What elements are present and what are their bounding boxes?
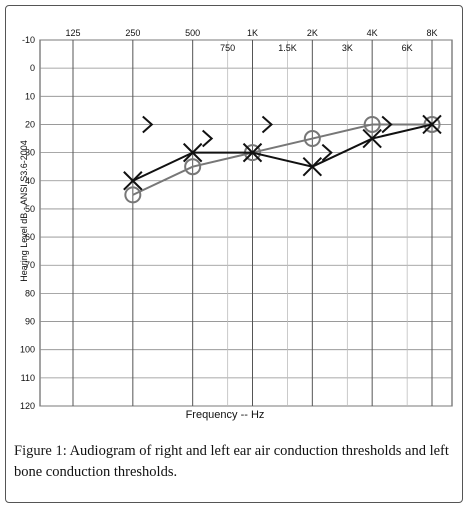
x-marker	[422, 114, 442, 135]
x-tick-label-major: 125	[65, 28, 80, 38]
x-tick-label-minor: 3K	[342, 43, 353, 53]
circle-marker	[423, 115, 441, 133]
bone-conduction-marker	[381, 115, 393, 134]
y-tick-label: 30	[25, 148, 35, 158]
y-tick-label: 40	[25, 176, 35, 186]
x-marker	[242, 142, 263, 163]
x-tick-label-major: 1K	[247, 28, 258, 38]
y-tick-label: 120	[20, 401, 35, 411]
y-tick-label: 50	[25, 204, 35, 214]
grid	[39, 39, 453, 407]
bone-conduction-marker	[261, 115, 274, 134]
plot-border	[39, 39, 453, 407]
series-line-circle	[132, 123, 432, 196]
y-tick-label: 90	[25, 317, 35, 327]
audiogram-chart: -10 0 10 20 30 40 50 60 70 80 90 100 110 120 125 250 500…	[19, 28, 453, 421]
bone-conduction-marker	[202, 129, 214, 148]
y-tick-label: 70	[25, 260, 35, 270]
y-tick-label: 60	[25, 232, 35, 242]
y-tick-label: -10	[22, 35, 35, 45]
axes: -10 0 10 20 30 40 50 60 70 80 90 100 110 120 125 250 500…	[20, 28, 438, 411]
y-tick-label: 20	[25, 119, 35, 129]
x-tick-label-minor: 6K	[402, 43, 413, 53]
caption-label: Figure 1:	[14, 443, 67, 459]
x-marker	[302, 156, 323, 177]
y-axis-title: Hearing Level dB - ANSI S3.6-2004	[19, 140, 29, 282]
x-tick-label-minor: 750	[220, 43, 235, 53]
series-line-x	[132, 123, 433, 182]
y-tick-label: 10	[25, 91, 35, 101]
bone-conduction-marker	[142, 115, 154, 134]
circle-marker	[363, 115, 381, 133]
x-marker	[123, 171, 143, 191]
y-tick-label: 110	[21, 373, 35, 383]
x-tick-label-major: 250	[125, 28, 140, 38]
circle-marker	[184, 158, 202, 176]
x-tick-label-major: 2K	[307, 28, 318, 38]
bone-conduction-marker	[321, 143, 333, 162]
y-tick-label: 0	[30, 63, 35, 73]
x-axis-title: Frequency -- Hz	[186, 409, 265, 421]
y-tick-label: 80	[25, 288, 35, 298]
x-marker	[182, 142, 203, 163]
x-tick-label-major: 500	[185, 28, 200, 38]
caption-text: Audiogram of right and left ear air cond…	[14, 443, 449, 480]
x-tick-label-major: 4K	[367, 28, 378, 38]
circle-marker	[124, 186, 142, 204]
x-marker	[362, 128, 382, 149]
x-tick-label-major: 8K	[426, 28, 437, 38]
y-tick-label: 100	[20, 345, 35, 355]
x-tick-label-minor: 1.5K	[278, 43, 297, 53]
series	[123, 114, 442, 204]
figure-frame	[5, 5, 463, 503]
figure-caption: Figure 1: Audiogram of right and left ea…	[14, 441, 460, 483]
circle-marker	[303, 130, 321, 148]
